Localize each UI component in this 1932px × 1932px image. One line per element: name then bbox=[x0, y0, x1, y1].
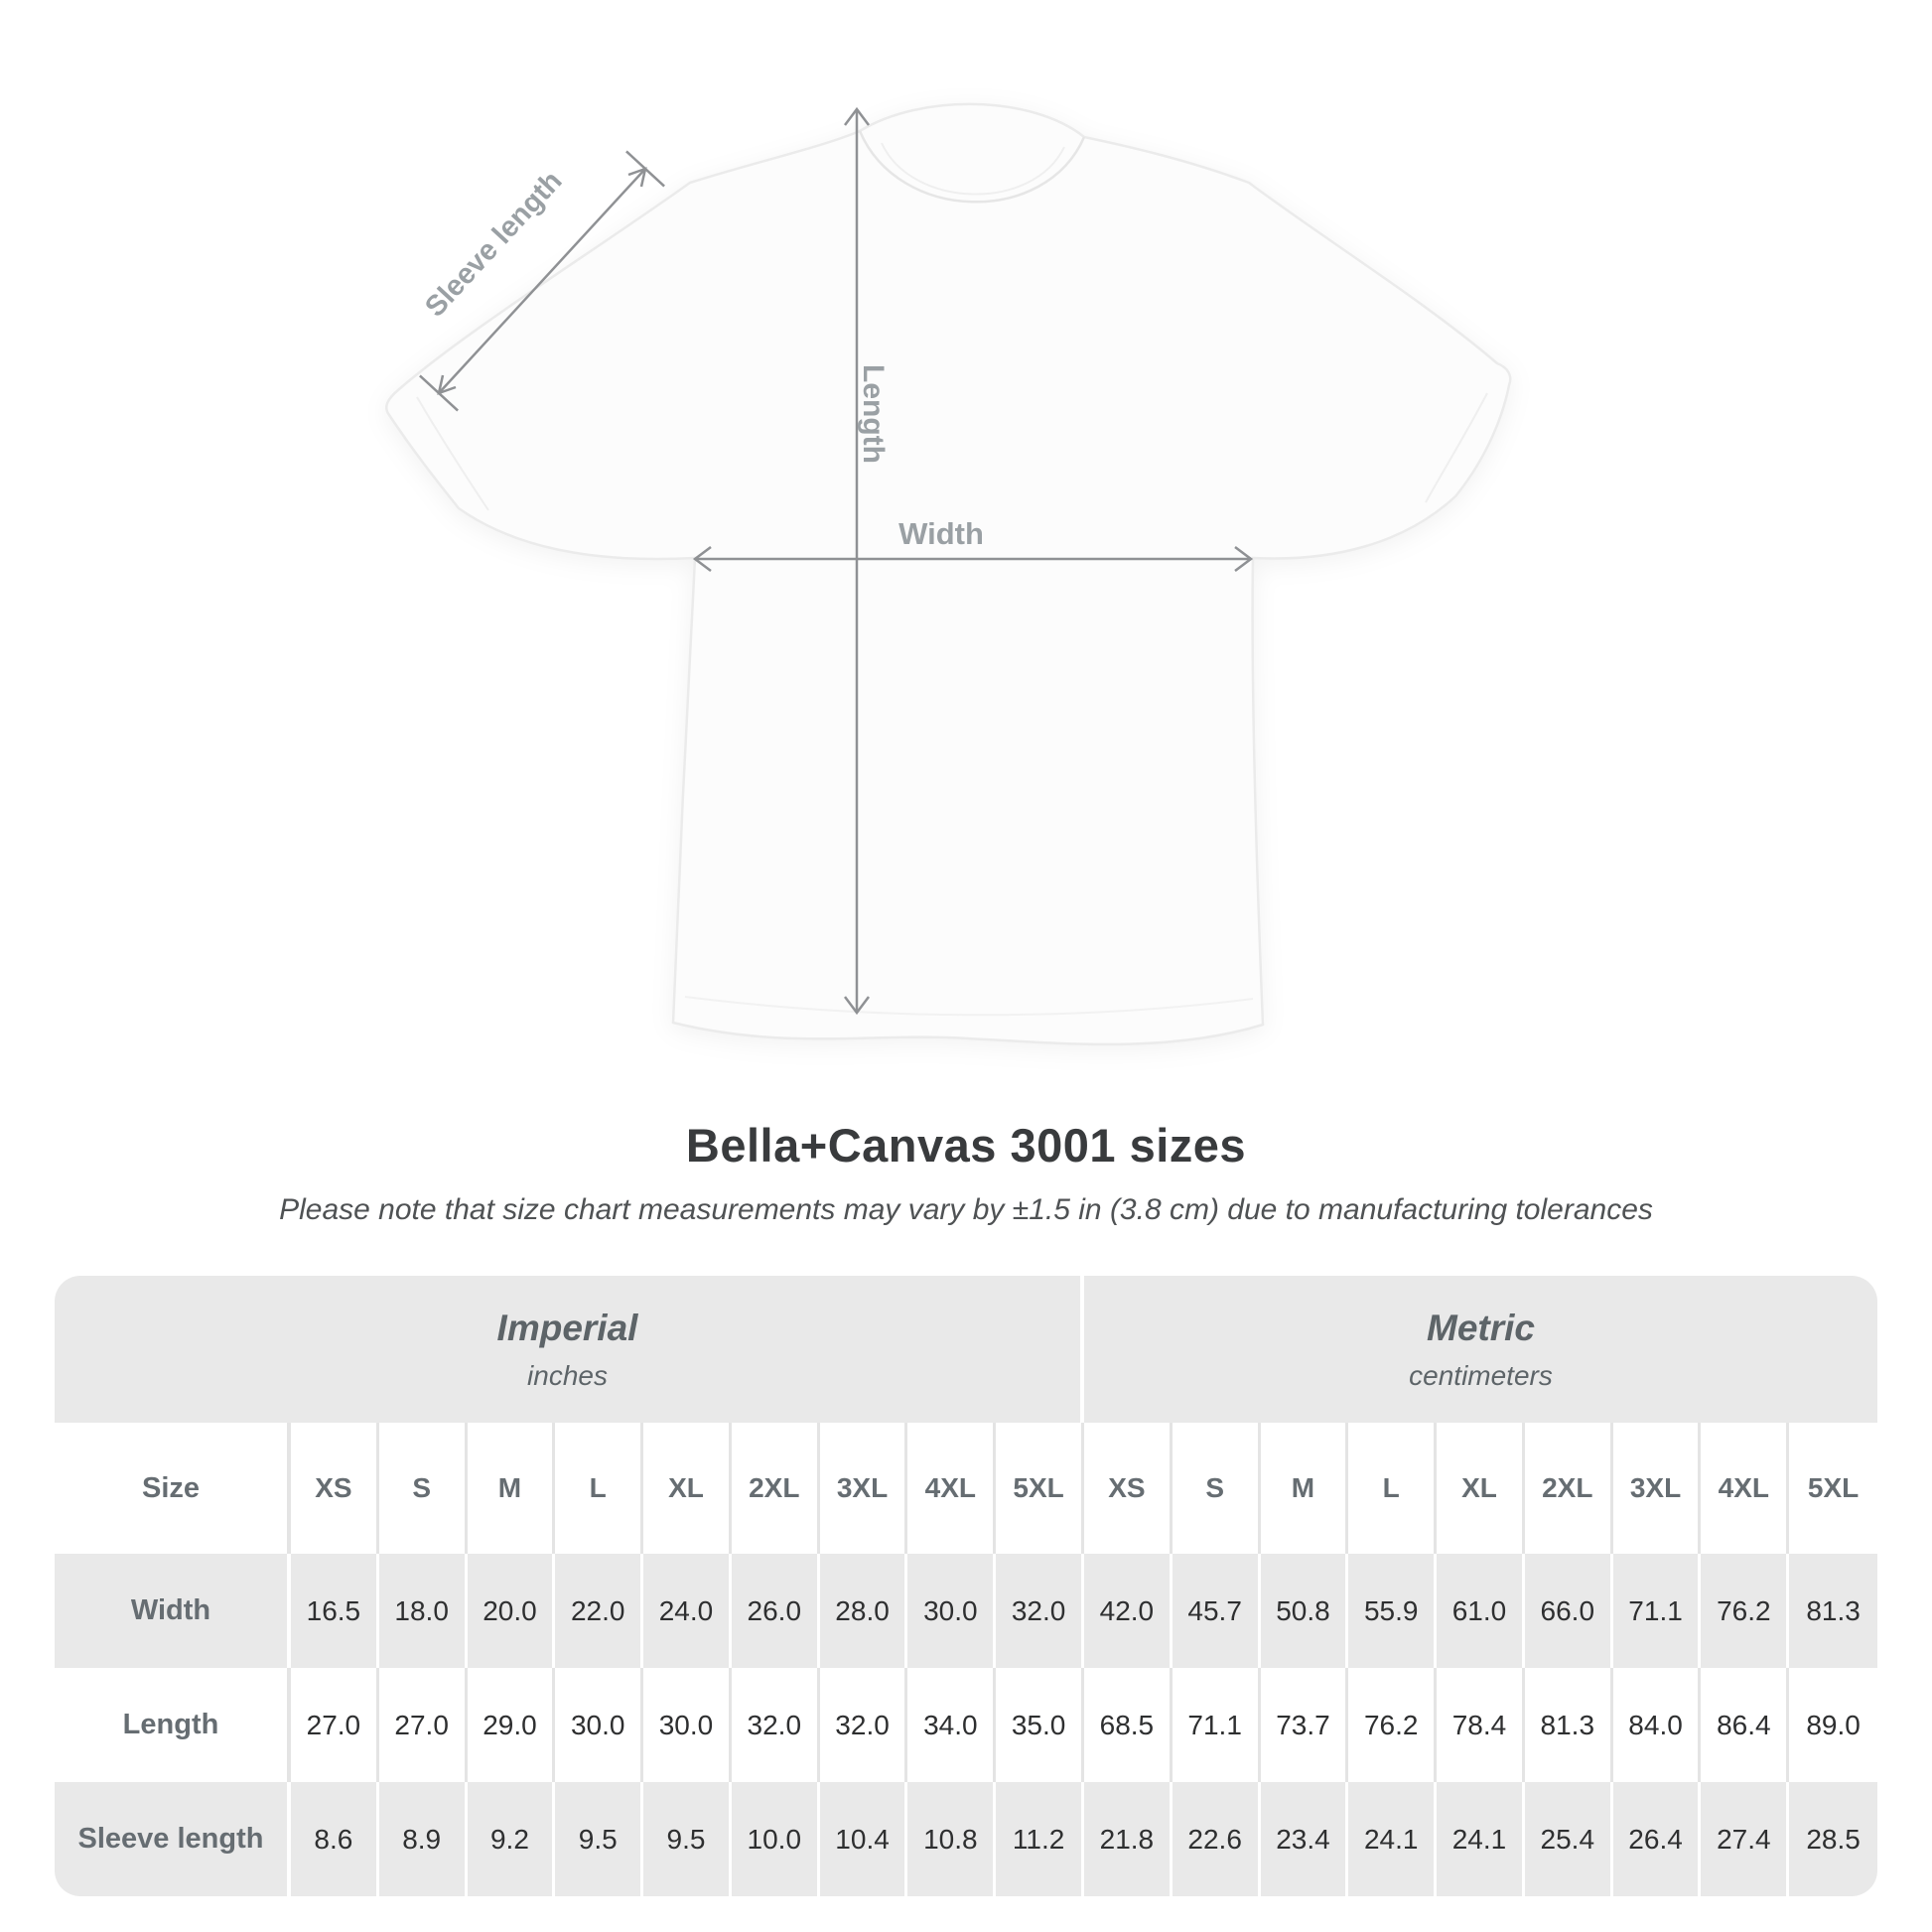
length-imperial-l: 30.0 bbox=[555, 1668, 644, 1782]
length-metric-5xl: 89.0 bbox=[1789, 1668, 1877, 1782]
sleeve-imperial-4xl: 10.8 bbox=[907, 1782, 997, 1896]
size-header-imperial-xl: XL bbox=[643, 1423, 732, 1554]
width-imperial-l: 22.0 bbox=[555, 1554, 644, 1668]
size-table: Imperial inches Metric centimeters Size … bbox=[55, 1276, 1877, 1896]
width-arrow bbox=[692, 546, 1254, 572]
sleeve-metric-4xl: 27.4 bbox=[1701, 1782, 1790, 1896]
sleeve-imperial-xs: 8.6 bbox=[291, 1782, 379, 1896]
width-imperial-5xl: 32.0 bbox=[996, 1554, 1084, 1668]
width-metric-l: 55.9 bbox=[1348, 1554, 1438, 1668]
sleeve-imperial-m: 9.2 bbox=[467, 1782, 556, 1896]
tshirt-graphic bbox=[385, 102, 1512, 1046]
length-metric-l: 76.2 bbox=[1348, 1668, 1438, 1782]
sleeve-imperial-3xl: 10.4 bbox=[819, 1782, 908, 1896]
imperial-unit: inches bbox=[527, 1360, 608, 1391]
imperial-label: Imperial bbox=[496, 1308, 638, 1348]
length-imperial-3xl: 32.0 bbox=[819, 1668, 908, 1782]
sleeve-metric-2xl: 25.4 bbox=[1524, 1782, 1613, 1896]
length-arrow bbox=[844, 106, 870, 1016]
width-metric-4xl: 76.2 bbox=[1701, 1554, 1790, 1668]
width-label: Width bbox=[898, 516, 984, 551]
width-metric-3xl: 71.1 bbox=[1612, 1554, 1702, 1668]
length-imperial-2xl: 32.0 bbox=[731, 1668, 820, 1782]
unit-group-header-row: Imperial inches Metric centimeters bbox=[55, 1276, 1877, 1423]
width-metric-m: 50.8 bbox=[1260, 1554, 1349, 1668]
metric-group-header: Metric centimeters bbox=[1084, 1276, 1877, 1423]
table-row-sleeve-length: Sleeve length 8.6 8.9 9.2 9.5 9.5 10.0 1… bbox=[55, 1782, 1877, 1896]
sleeve-imperial-2xl: 10.0 bbox=[731, 1782, 820, 1896]
length-metric-xs: 68.5 bbox=[1084, 1668, 1173, 1782]
width-imperial-4xl: 30.0 bbox=[907, 1554, 997, 1668]
length-imperial-xs: 27.0 bbox=[291, 1668, 379, 1782]
size-header-row: Size XS S M L XL 2XL 3XL 4XL 5XL XS S M … bbox=[55, 1423, 1877, 1554]
sleeve-imperial-xl: 9.5 bbox=[643, 1782, 732, 1896]
sleeve-metric-m: 23.4 bbox=[1260, 1782, 1349, 1896]
table-row-width: Width 16.5 18.0 20.0 22.0 24.0 26.0 28.0… bbox=[55, 1554, 1877, 1668]
length-metric-m: 73.7 bbox=[1260, 1668, 1349, 1782]
size-header-metric-4xl: 4XL bbox=[1701, 1423, 1790, 1554]
width-imperial-2xl: 26.0 bbox=[731, 1554, 820, 1668]
sleeve-metric-s: 22.6 bbox=[1172, 1782, 1261, 1896]
heading-block: Bella+Canvas 3001 sizes Please note that… bbox=[0, 1118, 1932, 1229]
length-imperial-m: 29.0 bbox=[467, 1668, 556, 1782]
length-imperial-xl: 30.0 bbox=[643, 1668, 732, 1782]
size-header-metric-m: M bbox=[1260, 1423, 1349, 1554]
size-header-metric-xs: XS bbox=[1084, 1423, 1173, 1554]
size-header-metric-2xl: 2XL bbox=[1524, 1423, 1613, 1554]
width-metric-xs: 42.0 bbox=[1084, 1554, 1173, 1668]
width-imperial-3xl: 28.0 bbox=[819, 1554, 908, 1668]
size-header-imperial-l: L bbox=[555, 1423, 644, 1554]
width-metric-2xl: 66.0 bbox=[1524, 1554, 1613, 1668]
width-metric-xl: 61.0 bbox=[1437, 1554, 1525, 1668]
metric-unit: centimeters bbox=[1409, 1360, 1553, 1391]
size-header-metric-s: S bbox=[1172, 1423, 1261, 1554]
sleeve-imperial-l: 9.5 bbox=[555, 1782, 644, 1896]
length-metric-s: 71.1 bbox=[1172, 1668, 1261, 1782]
sleeve-metric-l: 24.1 bbox=[1348, 1782, 1438, 1896]
metric-label: Metric bbox=[1427, 1308, 1535, 1348]
width-imperial-m: 20.0 bbox=[467, 1554, 556, 1668]
length-imperial-4xl: 34.0 bbox=[907, 1668, 997, 1782]
size-header-imperial-xs: XS bbox=[291, 1423, 379, 1554]
width-metric-s: 45.7 bbox=[1172, 1554, 1261, 1668]
size-header-metric-3xl: 3XL bbox=[1612, 1423, 1702, 1554]
sleeve-metric-3xl: 26.4 bbox=[1612, 1782, 1702, 1896]
size-header-imperial-s: S bbox=[378, 1423, 468, 1554]
sleeve-metric-xl: 24.1 bbox=[1437, 1782, 1525, 1896]
size-header-imperial-2xl: 2XL bbox=[731, 1423, 820, 1554]
length-metric-4xl: 86.4 bbox=[1701, 1668, 1790, 1782]
length-imperial-s: 27.0 bbox=[378, 1668, 468, 1782]
width-metric-5xl: 81.3 bbox=[1789, 1554, 1877, 1668]
length-metric-xl: 78.4 bbox=[1437, 1668, 1525, 1782]
sleeve-metric-5xl: 28.5 bbox=[1789, 1782, 1877, 1896]
table-row-length: Length 27.0 27.0 29.0 30.0 30.0 32.0 32.… bbox=[55, 1668, 1877, 1782]
sleeve-imperial-s: 8.9 bbox=[378, 1782, 468, 1896]
row-label-width: Width bbox=[55, 1554, 291, 1668]
length-metric-2xl: 81.3 bbox=[1524, 1668, 1613, 1782]
width-imperial-xl: 24.0 bbox=[643, 1554, 732, 1668]
width-imperial-xs: 16.5 bbox=[291, 1554, 379, 1668]
sleeve-metric-xs: 21.8 bbox=[1084, 1782, 1173, 1896]
row-label-sleeve-length: Sleeve length bbox=[55, 1782, 291, 1896]
size-header-imperial-3xl: 3XL bbox=[819, 1423, 908, 1554]
size-column-header: Size bbox=[55, 1423, 291, 1554]
length-imperial-5xl: 35.0 bbox=[996, 1668, 1084, 1782]
imperial-group-header: Imperial inches bbox=[55, 1276, 1084, 1423]
size-header-imperial-m: M bbox=[467, 1423, 556, 1554]
size-header-metric-xl: XL bbox=[1437, 1423, 1525, 1554]
size-header-imperial-4xl: 4XL bbox=[907, 1423, 997, 1554]
size-header-imperial-5xl: 5XL bbox=[996, 1423, 1084, 1554]
tshirt-measurement-diagram: Length Width Sleeve length bbox=[385, 102, 1512, 1046]
size-header-metric-l: L bbox=[1348, 1423, 1438, 1554]
size-header-metric-5xl: 5XL bbox=[1789, 1423, 1877, 1554]
length-label: Length bbox=[857, 364, 890, 464]
width-imperial-s: 18.0 bbox=[378, 1554, 468, 1668]
tolerance-note: Please note that size chart measurements… bbox=[279, 1193, 1653, 1226]
sleeve-length-arrow bbox=[419, 150, 665, 412]
sleeve-imperial-5xl: 11.2 bbox=[996, 1782, 1084, 1896]
row-label-length: Length bbox=[55, 1668, 291, 1782]
length-metric-3xl: 84.0 bbox=[1612, 1668, 1702, 1782]
page-title: Bella+Canvas 3001 sizes bbox=[685, 1119, 1247, 1172]
